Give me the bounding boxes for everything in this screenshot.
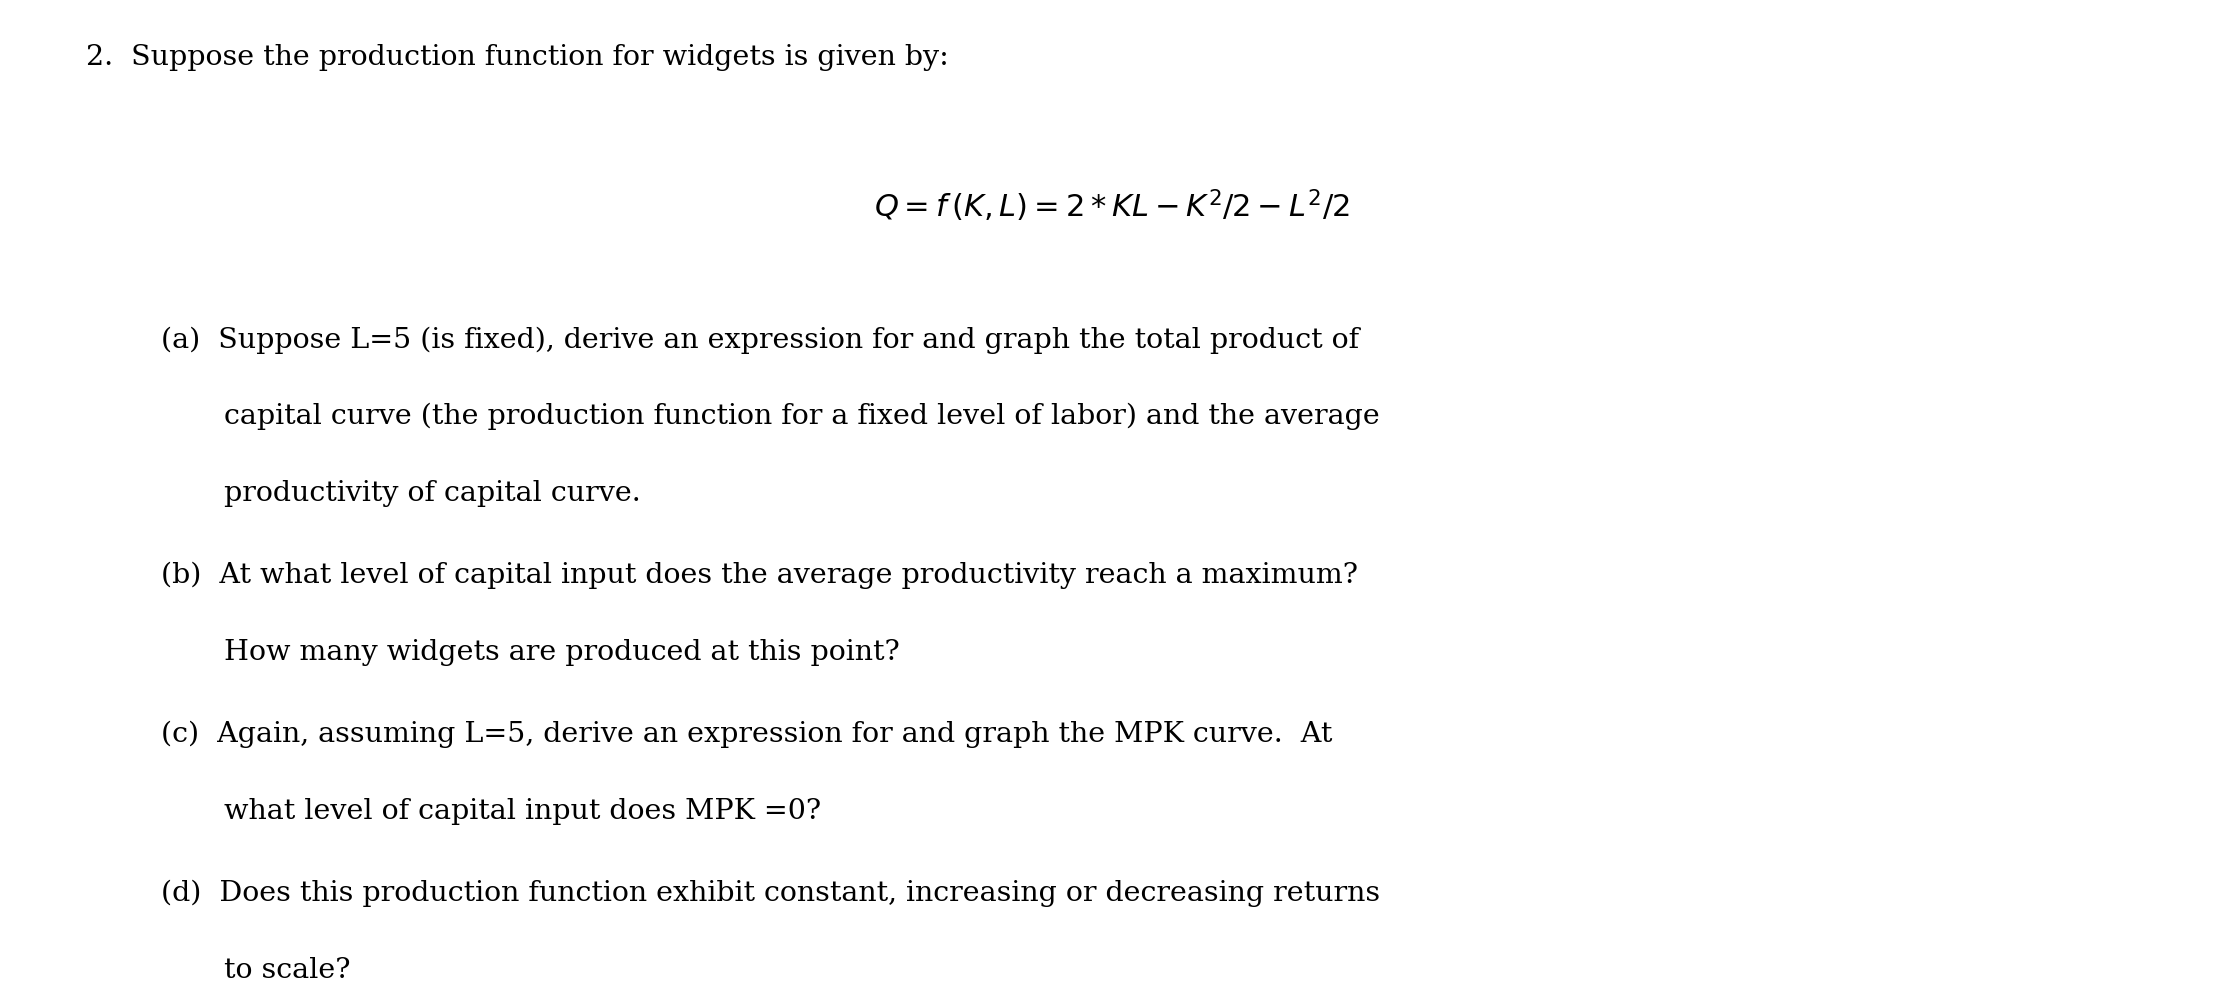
Text: How many widgets are produced at this point?: How many widgets are produced at this po… (222, 638, 898, 666)
Text: productivity of capital curve.: productivity of capital curve. (222, 480, 641, 507)
Text: capital curve (the production function for a fixed level of labor) and the avera: capital curve (the production function f… (222, 403, 1379, 430)
Text: what level of capital input does MPK =0?: what level of capital input does MPK =0? (222, 798, 821, 825)
Text: (a)  Suppose L=5 (is fixed), derive an expression for and graph the total produc: (a) Suppose L=5 (is fixed), derive an ex… (162, 327, 1359, 354)
Text: 2.  Suppose the production function for widgets is given by:: 2. Suppose the production function for w… (87, 44, 950, 71)
Text: (b)  At what level of capital input does the average productivity reach a maximu: (b) At what level of capital input does … (162, 562, 1359, 590)
Text: $Q = f\,(K, L) = 2 * KL - K^2/2 - L^2/2$: $Q = f\,(K, L) = 2 * KL - K^2/2 - L^2/2$ (874, 188, 1350, 225)
Text: (d)  Does this production function exhibit constant, increasing or decreasing re: (d) Does this production function exhibi… (162, 879, 1381, 907)
Text: (c)  Again, assuming L=5, derive an expression for and graph the MPK curve.  At: (c) Again, assuming L=5, derive an expre… (162, 721, 1332, 748)
Text: to scale?: to scale? (222, 957, 349, 984)
